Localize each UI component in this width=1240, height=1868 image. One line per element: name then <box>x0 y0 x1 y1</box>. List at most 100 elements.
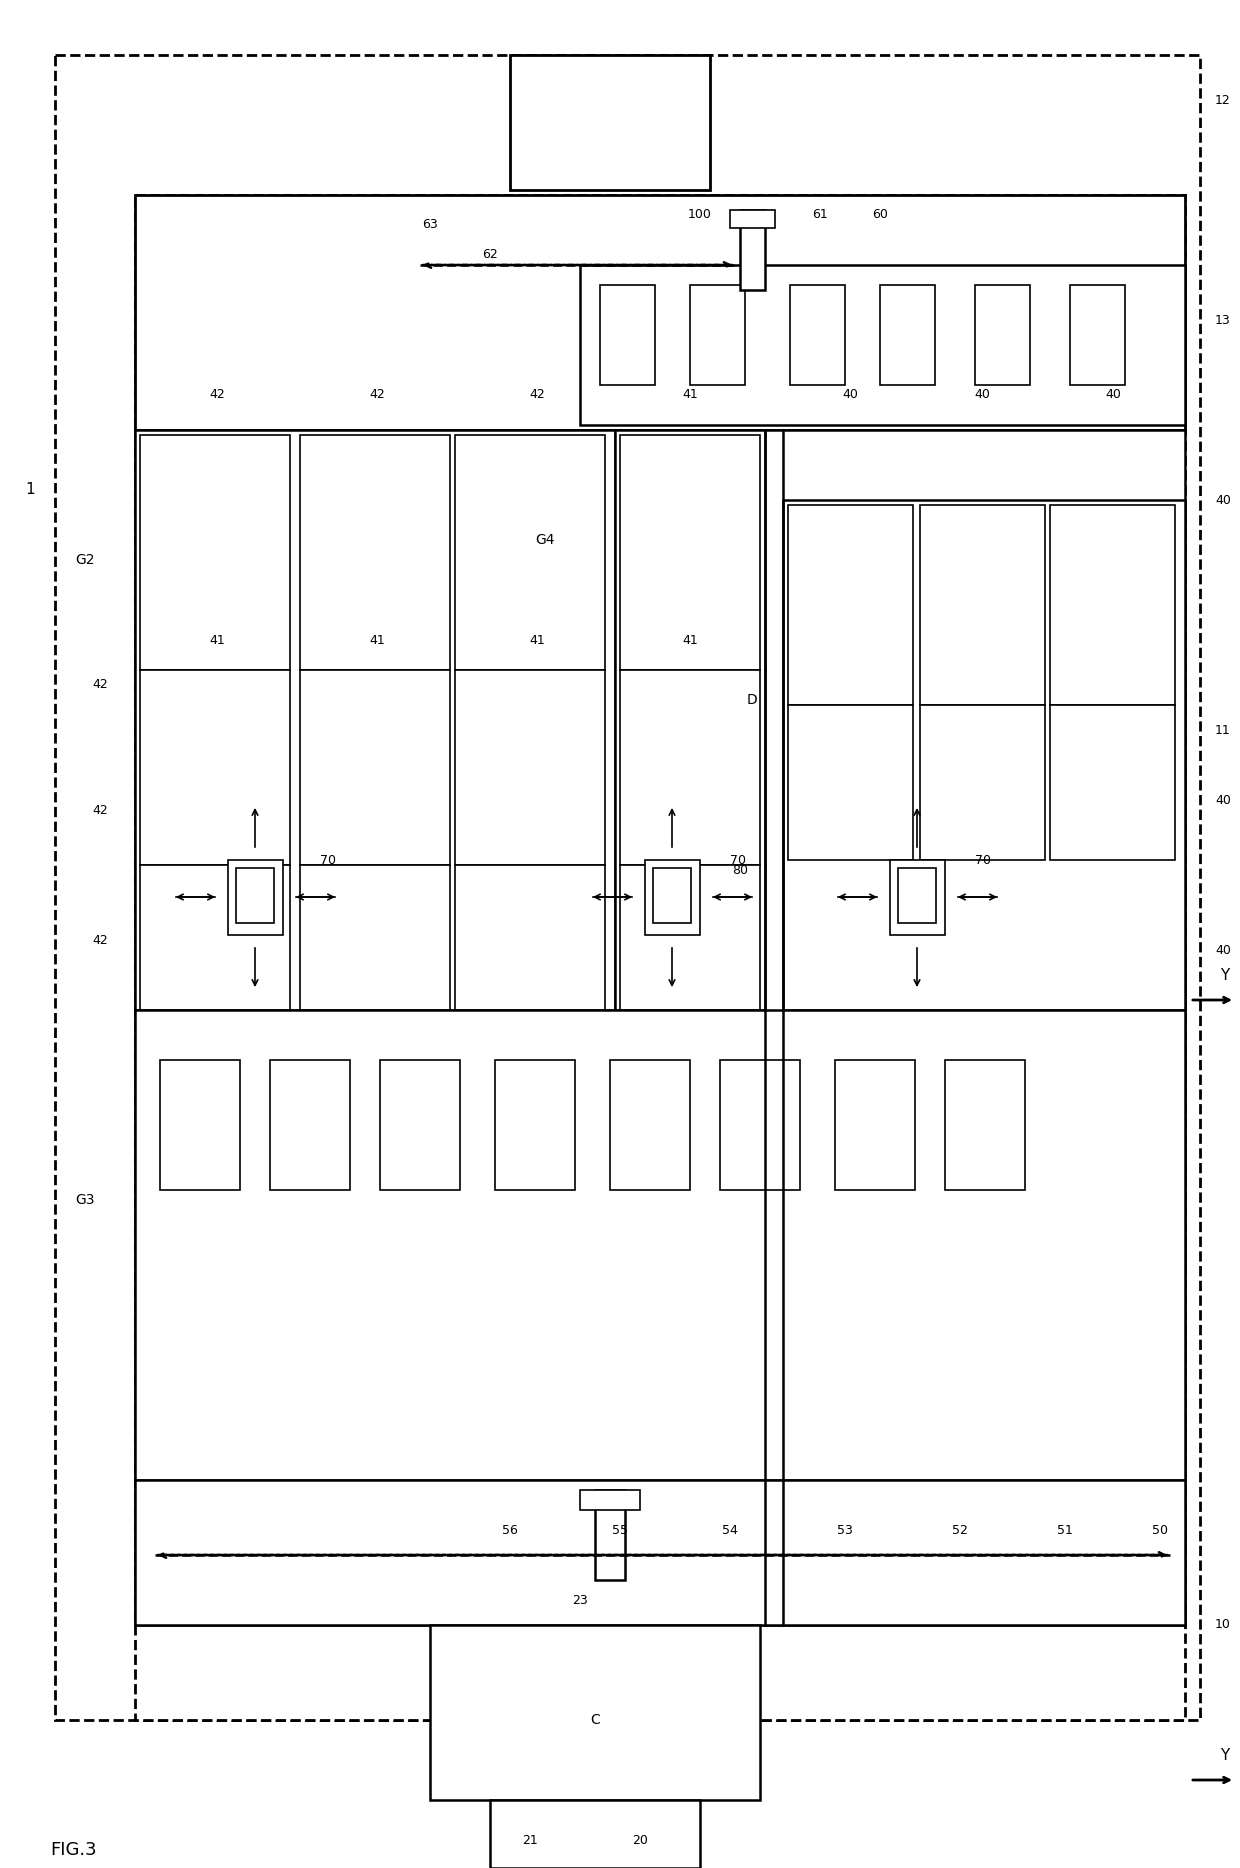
Bar <box>160 1059 241 1190</box>
Bar <box>379 1059 460 1190</box>
Bar <box>610 1059 689 1190</box>
Text: 50: 50 <box>1152 1524 1168 1537</box>
Text: 40: 40 <box>842 389 858 402</box>
Bar <box>135 1011 1185 1479</box>
Text: 41: 41 <box>682 389 698 402</box>
Bar <box>135 430 615 1011</box>
Bar <box>620 435 760 671</box>
Bar <box>495 1059 575 1190</box>
Text: G3: G3 <box>76 1194 94 1207</box>
Text: G4: G4 <box>536 532 554 547</box>
Text: 10: 10 <box>1215 1618 1231 1631</box>
Bar <box>140 865 290 1011</box>
Text: 13: 13 <box>1215 314 1231 327</box>
Bar <box>653 869 691 923</box>
Text: 40: 40 <box>1215 943 1231 956</box>
Bar <box>782 501 1185 1011</box>
Bar <box>236 869 274 923</box>
Text: 42: 42 <box>210 389 224 402</box>
Text: Y: Y <box>1220 968 1230 983</box>
Bar <box>740 209 765 290</box>
Bar <box>890 859 945 936</box>
Bar <box>615 430 765 1011</box>
Bar <box>880 286 935 385</box>
Text: 21: 21 <box>522 1834 538 1846</box>
Text: 63: 63 <box>422 219 438 232</box>
Text: 40: 40 <box>975 389 990 402</box>
Text: 61: 61 <box>812 209 828 222</box>
Bar <box>135 1479 1185 1625</box>
Bar <box>787 704 913 859</box>
Bar <box>455 865 605 1011</box>
Bar <box>510 54 711 191</box>
Text: 41: 41 <box>529 633 544 646</box>
Bar <box>975 286 1030 385</box>
Text: 42: 42 <box>370 389 384 402</box>
Bar <box>300 671 450 865</box>
Text: 62: 62 <box>482 248 498 262</box>
Bar <box>140 435 290 671</box>
Text: 41: 41 <box>370 633 384 646</box>
Bar <box>595 1491 625 1580</box>
Text: 42: 42 <box>92 934 108 947</box>
Text: Y: Y <box>1220 1747 1230 1763</box>
Text: 52: 52 <box>952 1524 968 1537</box>
Bar <box>787 504 913 704</box>
Bar <box>920 704 1045 859</box>
Text: 60: 60 <box>872 209 888 222</box>
Text: 51: 51 <box>1056 1524 1073 1537</box>
Text: 70: 70 <box>320 854 336 867</box>
Bar <box>580 1491 640 1509</box>
Bar <box>430 1625 760 1801</box>
Bar <box>135 194 1185 430</box>
Bar <box>730 209 775 228</box>
Text: FIG.3: FIG.3 <box>50 1842 97 1859</box>
Text: 55: 55 <box>613 1524 627 1537</box>
Bar <box>228 859 283 936</box>
Text: 42: 42 <box>529 389 544 402</box>
Bar <box>620 865 760 1011</box>
Text: 70: 70 <box>975 854 991 867</box>
Text: 53: 53 <box>837 1524 853 1537</box>
Text: 42: 42 <box>92 678 108 691</box>
Bar <box>689 286 745 385</box>
Text: 20: 20 <box>632 1834 649 1846</box>
Bar <box>600 286 655 385</box>
Bar <box>300 435 450 671</box>
Text: C: C <box>590 1713 600 1728</box>
Bar <box>580 265 1185 426</box>
Bar <box>1050 504 1176 704</box>
Bar <box>920 504 1045 704</box>
Text: 54: 54 <box>722 1524 738 1537</box>
Bar <box>300 865 450 1011</box>
Text: 11: 11 <box>1215 723 1231 736</box>
Text: 1: 1 <box>25 482 35 497</box>
Text: 70: 70 <box>730 854 746 867</box>
Bar <box>720 1059 800 1190</box>
Bar <box>620 671 760 865</box>
Text: 80: 80 <box>732 863 748 876</box>
Text: G2: G2 <box>76 553 94 568</box>
Text: 56: 56 <box>502 1524 518 1537</box>
Bar <box>898 869 936 923</box>
Bar <box>270 1059 350 1190</box>
Bar <box>140 671 290 865</box>
Bar <box>135 430 1185 1625</box>
Text: 40: 40 <box>1215 794 1231 807</box>
Bar <box>835 1059 915 1190</box>
Bar <box>135 194 1185 1720</box>
Text: 23: 23 <box>572 1593 588 1606</box>
Bar <box>945 1059 1025 1190</box>
Text: 41: 41 <box>682 633 698 646</box>
Bar <box>455 435 605 671</box>
Text: 40: 40 <box>1105 389 1121 402</box>
Text: 41: 41 <box>210 633 224 646</box>
Text: D: D <box>746 693 758 706</box>
Bar <box>1050 704 1176 859</box>
Bar <box>1070 286 1125 385</box>
Bar <box>455 671 605 865</box>
Text: 100: 100 <box>688 209 712 222</box>
Bar <box>490 1801 701 1868</box>
Text: 12: 12 <box>1215 93 1231 106</box>
Text: 42: 42 <box>92 803 108 816</box>
